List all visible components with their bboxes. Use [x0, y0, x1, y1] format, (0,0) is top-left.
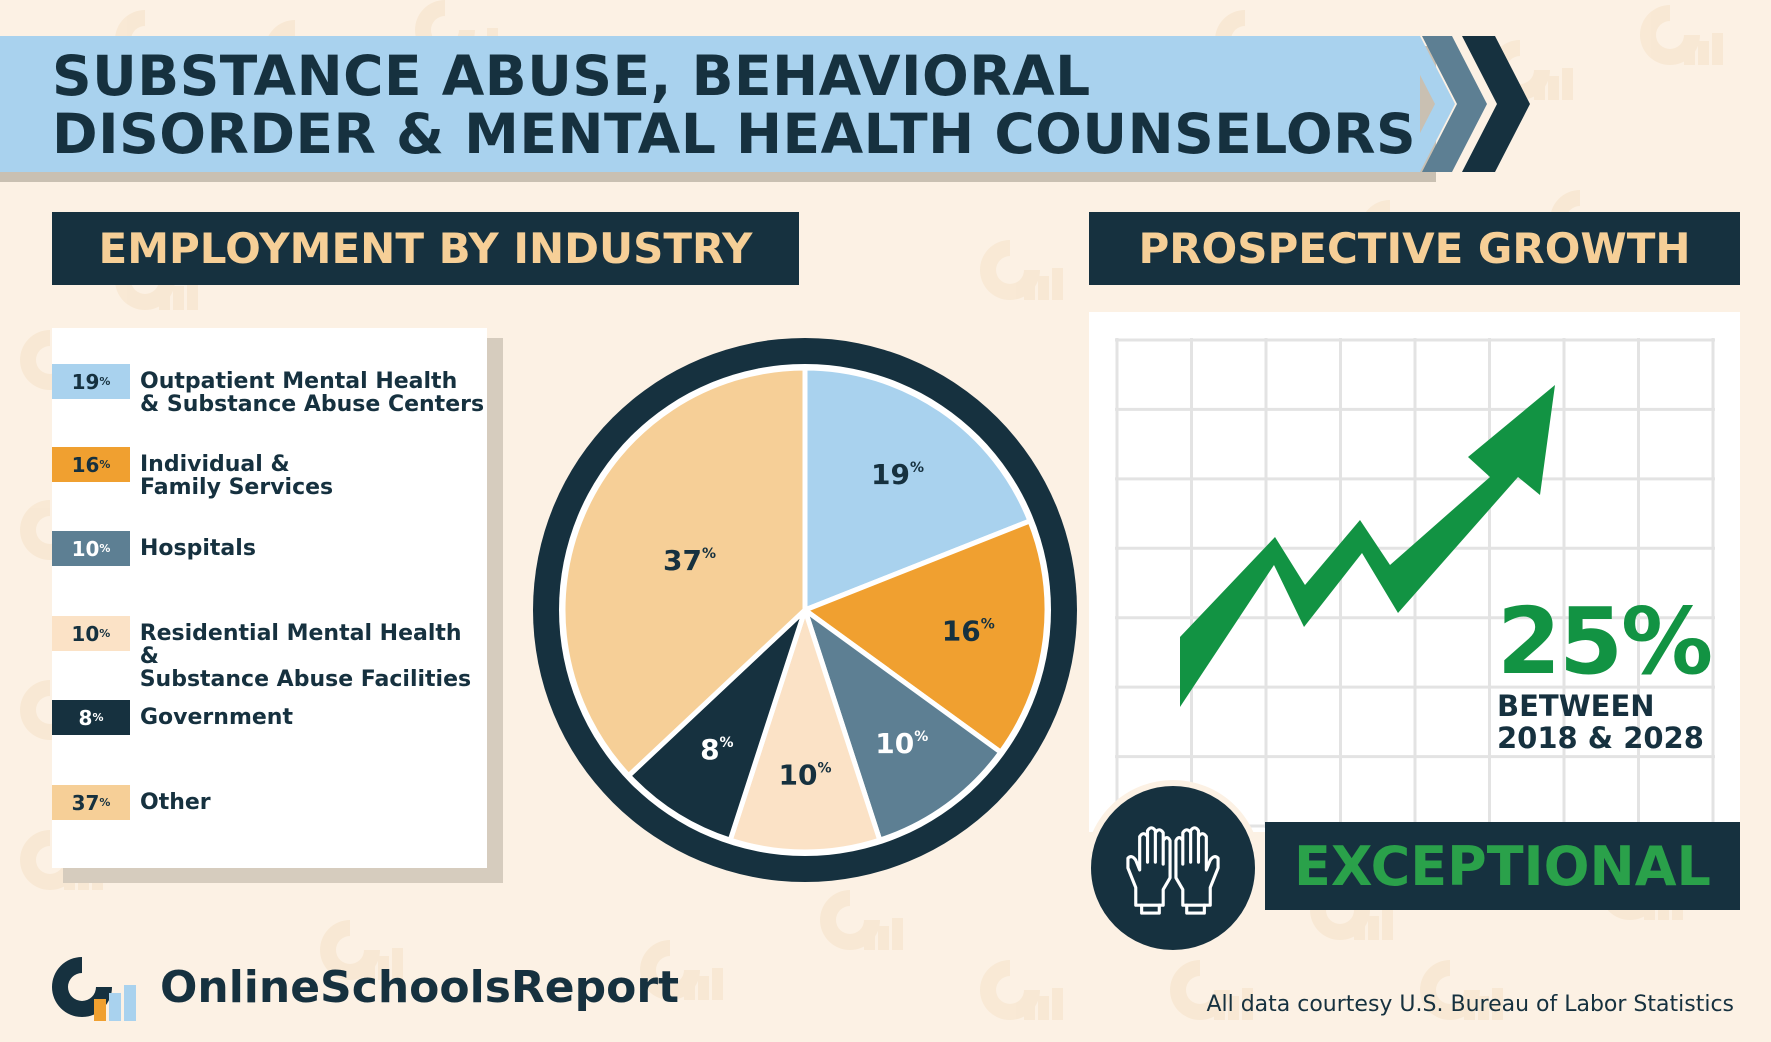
- prospective-growth-header: PROSPECTIVE GROWTH: [1089, 212, 1740, 285]
- growth-percentage: 25%: [1497, 588, 1713, 695]
- background-logo-watermark: [640, 940, 723, 1000]
- pie-label-percent-sign: %: [914, 729, 928, 745]
- legend-swatch: 8%: [52, 700, 130, 735]
- double-chevron-right-icon: [1400, 36, 1530, 172]
- legend-value: 8: [78, 705, 93, 730]
- pie-label-percent-sign: %: [720, 735, 734, 751]
- pie-label-percent-sign: %: [981, 617, 995, 633]
- legend-label: Government: [140, 705, 293, 730]
- legend-percent-sign: %: [99, 458, 111, 471]
- legend-percent-sign: %: [92, 711, 104, 724]
- legend-label: Hospitals: [140, 536, 256, 561]
- legend-item: 19% Outpatient Mental Health & Substance …: [52, 364, 484, 416]
- employment-pie-chart: 19%16%10%10%8%37%: [533, 338, 1077, 882]
- background-logo-watermark: [980, 240, 1063, 300]
- title-banner: SUBSTANCE ABUSE, BEHAVIORAL DISORDER & M…: [0, 36, 1420, 172]
- legend-swatch: 10%: [52, 616, 130, 651]
- title-line-1: SUBSTANCE ABUSE, BEHAVIORAL: [52, 44, 1091, 108]
- pie-slice: [802, 365, 1033, 613]
- legend-value: 10: [71, 621, 100, 646]
- brand-name: OnlineSchoolsReport: [160, 962, 680, 1013]
- title-line-2: DISORDER & MENTAL HEALTH COUNSELORS: [52, 102, 1417, 166]
- legend-label: Individual & Family Services: [140, 452, 334, 500]
- background-logo-watermark: [820, 890, 903, 950]
- background-logo-watermark: [1170, 960, 1253, 1020]
- legend-value: 37: [71, 790, 100, 815]
- legend-label: Other: [140, 790, 211, 815]
- growth-period: BETWEEN 2018 & 2028: [1497, 689, 1704, 755]
- pie-slice: [802, 518, 1050, 755]
- outlook-banner: EXCEPTIONAL: [1265, 822, 1740, 910]
- raised-hands-icon: [1126, 826, 1220, 915]
- legend-percent-sign: %: [99, 627, 111, 640]
- legend-swatch: 16%: [52, 447, 130, 482]
- outlook-label: EXCEPTIONAL: [1294, 834, 1711, 898]
- employment-by-industry-header: EMPLOYMENT BY INDUSTRY: [52, 212, 799, 285]
- legend-label: Outpatient Mental Health & Substance Abu…: [140, 369, 485, 417]
- background-logo-watermark: [980, 960, 1063, 1020]
- pie-label-percent-sign: %: [817, 761, 831, 777]
- legend-percent-sign: %: [99, 375, 111, 388]
- legend-swatch: 19%: [52, 364, 130, 399]
- legend-item: 37% Other: [52, 785, 211, 820]
- legend-item: 10% Residential Mental Health & Substance…: [52, 616, 487, 691]
- legend-percent-sign: %: [99, 542, 111, 555]
- background-logo-watermark: [1420, 960, 1503, 1020]
- legend-swatch: 37%: [52, 785, 130, 820]
- pie-slice: [560, 365, 808, 779]
- pie-legend: 19% Outpatient Mental Health & Substance …: [52, 328, 487, 868]
- pie-slice: [626, 607, 808, 843]
- legend-percent-sign: %: [99, 796, 111, 809]
- legend-item: 16% Individual & Family Services: [52, 447, 333, 499]
- legend-swatch: 10%: [52, 531, 130, 566]
- pie-slice: [802, 607, 1004, 843]
- growth-grid: [1115, 338, 1715, 828]
- legend-value: 16: [71, 452, 100, 477]
- legend-item: 10% Hospitals: [52, 531, 256, 566]
- pie-label-percent-sign: %: [910, 460, 924, 476]
- growth-arrow-icon: [1180, 385, 1555, 707]
- legend-item: 8% Government: [52, 700, 293, 735]
- legend-label: Residential Mental Health & Substance Ab…: [139, 621, 472, 692]
- background-logo-watermark: [1640, 5, 1723, 65]
- background-logo-watermark: [320, 920, 403, 980]
- data-source-note: All data courtesy U.S. Bureau of Labor S…: [1206, 992, 1734, 1017]
- pie-label-percent-sign: %: [702, 546, 716, 562]
- pie-slice: [727, 607, 883, 855]
- online-schools-report-logo-icon: [52, 957, 136, 1021]
- legend-value: 10: [71, 536, 100, 561]
- hands-badge: [1085, 780, 1261, 956]
- legend-value: 19: [71, 369, 100, 394]
